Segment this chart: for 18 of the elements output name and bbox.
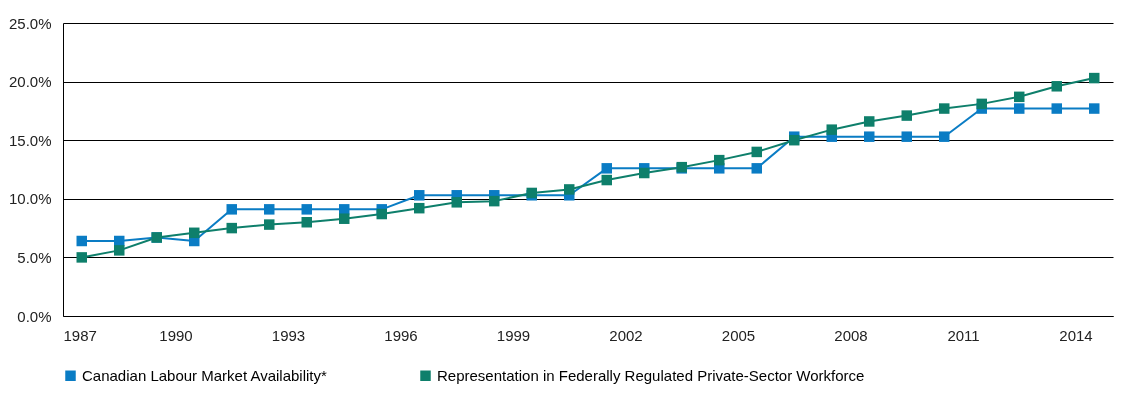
y-tick-label: 20.0% <box>8 73 52 91</box>
y-tick-label: 0.0% <box>17 307 52 325</box>
x-tick-label: 2002 <box>609 326 643 344</box>
x-tick-label: 2011 <box>947 326 980 344</box>
x-tick-label: 1996 <box>384 326 418 344</box>
x-tick-label: 2014 <box>1059 326 1093 344</box>
y-tick-label: 5.0% <box>17 248 52 266</box>
legend-label: Representation in Federally Regulated Private-Sector Workforce <box>437 366 865 384</box>
y-tick-label: 15.0% <box>8 131 52 149</box>
x-tick-label: 1987 <box>63 326 97 344</box>
x-tick-label: 1993 <box>271 326 306 344</box>
y-tick-label: 10.0% <box>8 190 52 208</box>
y-tick-label: 25.0% <box>8 14 52 32</box>
x-tick-label: 2005 <box>721 326 756 344</box>
x-tick-label: 1990 <box>159 326 193 344</box>
x-tick-label: 2008 <box>834 326 868 344</box>
x-tick-label: 1999 <box>496 326 531 344</box>
legend-label: Canadian Labour Market Availability* <box>82 366 328 384</box>
